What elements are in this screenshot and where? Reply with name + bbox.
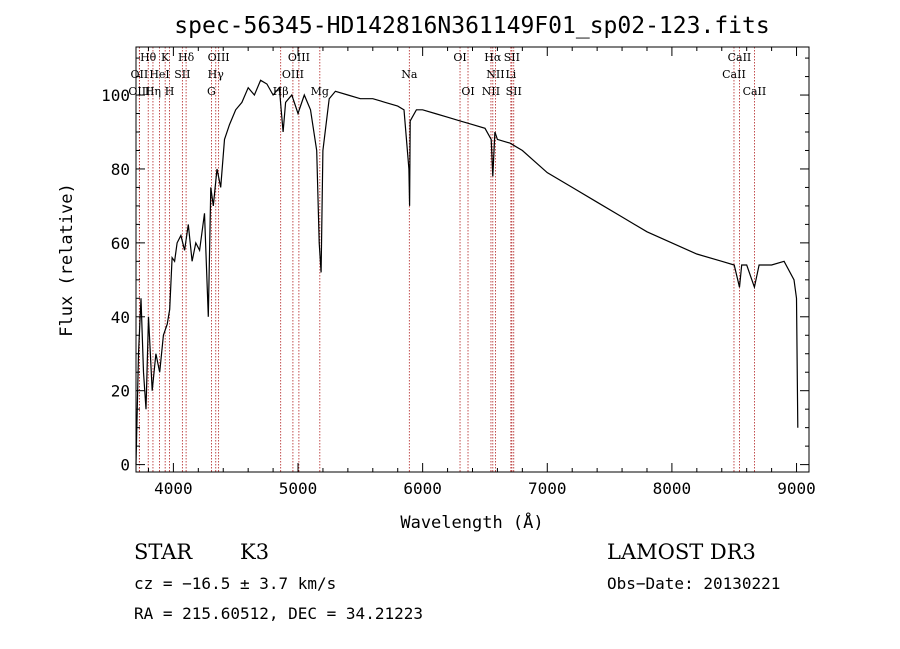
axis-ticks: 4000 5000 6000 7000 8000 9000 0 20 40 60 80 100 [101,47,816,498]
spectral-line-label: CaII [728,51,752,64]
spectral-line-label: OIII [288,51,310,64]
object-subclass: K3 [240,540,269,564]
spectral-line-markers [138,47,755,472]
spectral-line-label: OIII [208,51,230,64]
spectral-line-label: OI [453,51,466,64]
spectral-line-label: Hγ [208,68,225,81]
spectral-line-label: SII [506,85,522,98]
y-tick-label: 0 [120,456,130,475]
spectral-line-label: HeI [149,68,169,81]
spectral-line-label: SII [504,51,520,64]
spectral-line-label: Na [401,68,418,81]
x-tick-label: 8000 [653,479,692,498]
spectral-line-label: K [161,51,170,64]
spectral-line-label: OII [131,68,149,81]
spectral-line-label: CaII [722,68,746,81]
redshift-text: cz = −16.5 ± 3.7 km/s [134,574,336,593]
spectral-line-label: G [207,85,216,98]
x-tick-label: 9000 [777,479,816,498]
spectral-line-label: Hδ [178,51,195,64]
spectral-line-label: Hθ [140,51,157,64]
object-class: STAR [134,540,193,564]
plot-frame [135,46,810,473]
x-axis-label: Wavelength (Å) [400,511,543,533]
survey-name: LAMOST DR3 [607,540,756,564]
spectral-line-label: H [165,85,175,98]
spectrum-series-line [135,79,799,465]
spectral-line-label: OIII [282,68,304,81]
x-tick-label: 4000 [154,479,193,498]
spectral-line-label: Li [505,68,516,81]
y-tick-label: 80 [111,160,130,179]
y-tick-label: 40 [111,308,130,327]
coordinates-text: RA = 215.60512, DEC = 34.21223 [134,604,423,623]
spectral-line-label: Mg [311,85,329,98]
x-tick-label: 5000 [279,479,318,498]
spectral-line-label: NII [486,68,504,81]
spectral-line-label: OI [461,85,474,98]
x-tick-label: 6000 [403,479,442,498]
x-tick-label: 7000 [528,479,567,498]
spectral-line-label: SII [174,68,190,81]
y-tick-label: 60 [111,234,130,253]
spectral-line-labels: HθOIIOIIIHηHeIKHHδSIIGOIIIHγHβOIIIOIIIMg… [128,51,766,98]
y-tick-label: 100 [101,86,130,105]
spectral-line-label: Hβ [273,85,289,98]
chart-title: spec-56345-HD142816N361149F01_sp02-123.f… [174,13,769,39]
spectral-line-label: NII [482,85,500,98]
spectral-line-label: Hη [145,85,161,98]
y-axis-label: Flux (relative) [57,183,77,337]
spectral-line-label: Hα [484,51,502,64]
y-tick-label: 20 [111,382,130,401]
obs-date-text: Obs−Date: 20130221 [607,574,780,593]
spectral-line-label: CaII [743,85,767,98]
